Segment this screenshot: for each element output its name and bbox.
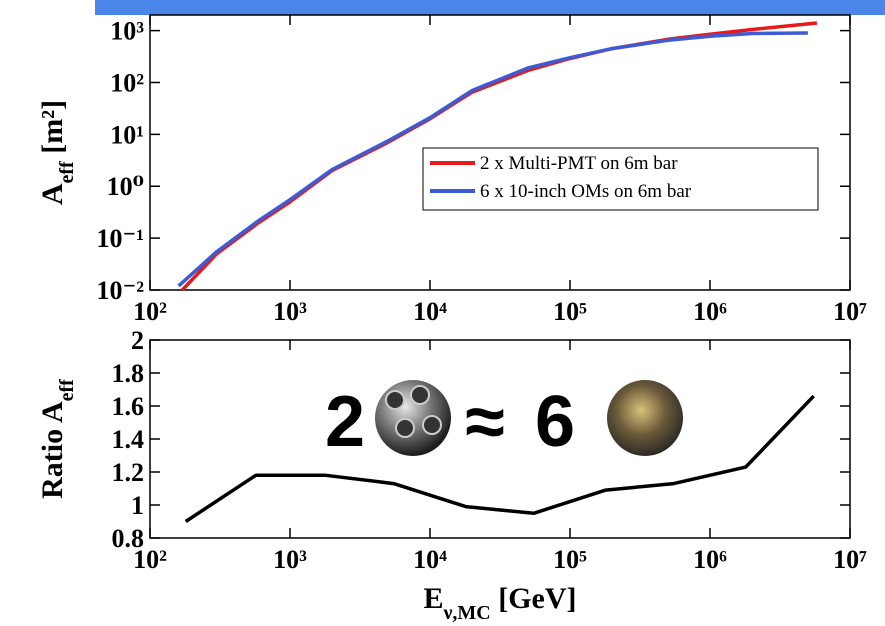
legend-label: 6 x 10-inch OMs on 6m bar	[480, 181, 692, 202]
x-tick-label: 10³	[273, 545, 307, 574]
banner	[95, 0, 885, 15]
x-tick-label: 10⁷	[833, 545, 867, 574]
y-tick-label: 2	[131, 326, 144, 355]
y-tick-label: 1.8	[112, 359, 145, 388]
x-tick-label: 10⁶	[693, 545, 727, 574]
pmt	[411, 386, 429, 404]
pmt	[396, 419, 414, 437]
label-sub: eff	[56, 379, 78, 402]
x-tick-label: 10⁶	[693, 297, 727, 326]
y-tick-label: 0.8	[112, 524, 145, 553]
y-tick-label: 1.6	[112, 392, 145, 421]
pmt	[386, 391, 404, 409]
y-tick-label: 1.4	[112, 425, 145, 454]
label-rest: [m²]	[36, 100, 69, 161]
label-sub: ν,MC	[442, 602, 490, 624]
axis-label: Ratio Aeff	[36, 379, 78, 499]
y-tick-label: 10³	[110, 17, 144, 46]
y-tick-label: 10⁰	[107, 172, 144, 201]
pmt	[423, 416, 441, 434]
y-tick-label: 10⁻¹	[96, 224, 144, 253]
annotation-text: ≈	[465, 382, 505, 462]
x-tick-label: 10⁷	[833, 297, 867, 326]
sphere-image	[607, 380, 683, 456]
axis-label: Aeff [m²]	[36, 100, 78, 205]
annotation-text: 2	[325, 382, 365, 462]
label-sub: eff	[56, 161, 78, 184]
y-tick-label: 10⁻²	[96, 276, 144, 305]
label-rest: [GeV]	[491, 582, 577, 615]
y-tick-label: 10¹	[110, 120, 144, 149]
x-tick-label: 10⁵	[553, 545, 587, 574]
x-tick-label: 10⁴	[413, 297, 447, 326]
y-tick-label: 1.2	[112, 458, 145, 487]
label-base: Ratio A	[36, 401, 69, 499]
legend-label: 2 x Multi-PMT on 6m bar	[480, 153, 678, 174]
y-tick-label: 1	[131, 491, 144, 520]
x-tick-label: 10³	[273, 297, 307, 326]
label-base: E	[423, 582, 443, 615]
axis-label: Eν,MC [GeV]	[423, 582, 576, 624]
annotation-text: 6	[535, 382, 575, 462]
chart: 10²10³10⁴10⁵10⁶10⁷10⁻²10⁻¹10⁰10¹10²10³Ae…	[0, 0, 885, 626]
x-tick-label: 10⁴	[413, 545, 447, 574]
x-tick-label: 10⁵	[553, 297, 587, 326]
y-tick-label: 10²	[110, 68, 144, 97]
label-base: A	[36, 183, 69, 205]
